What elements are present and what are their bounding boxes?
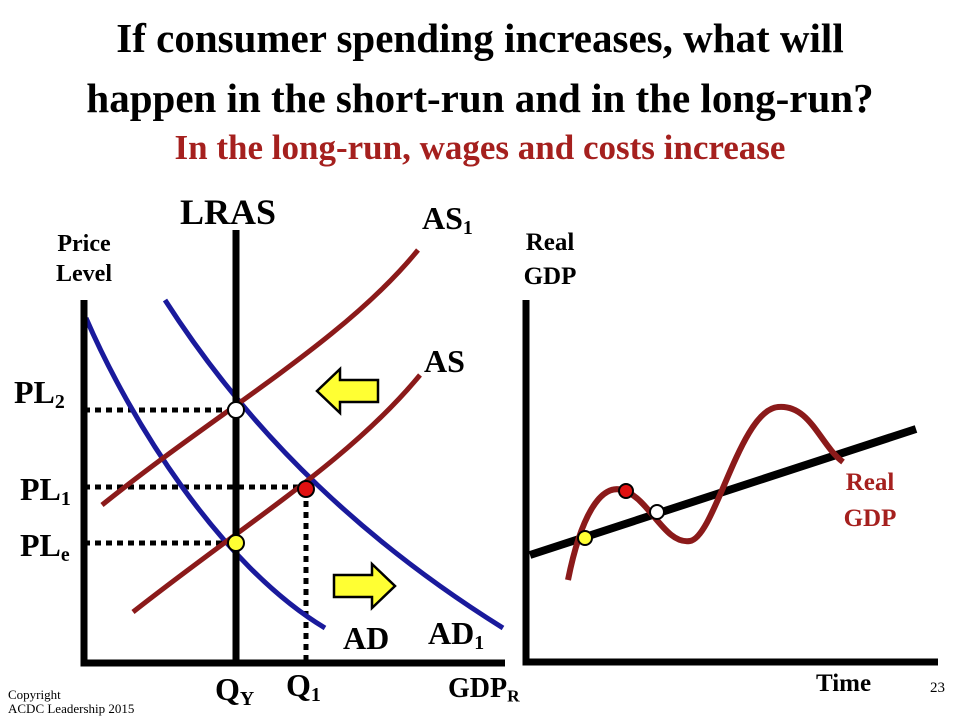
real-gdp-axis-label-line-2: GDP — [523, 263, 577, 290]
price-level-label-line-1: Price — [57, 231, 111, 257]
price-level-label: Price Level — [36, 229, 132, 289]
as1-curve — [100, 248, 420, 507]
qy-label-sub: Y — [239, 687, 255, 710]
q1-label: Q1 — [286, 667, 321, 707]
ad-label: AD — [343, 620, 390, 656]
pl2-label-sub: 2 — [54, 390, 65, 413]
ple-point-dot — [227, 534, 245, 552]
pl2-label-main: PL — [14, 374, 55, 410]
as-curve — [131, 373, 422, 614]
business-cycle-curve — [565, 403, 845, 581]
pl2-point-dot — [227, 401, 245, 419]
pl1-point-dot — [297, 480, 315, 498]
gdp-r-label: GDPR — [448, 673, 520, 706]
gdp-r-label-main: GDP — [448, 673, 508, 704]
title-line-1: If consumer spending increases, what wil… — [116, 15, 844, 61]
real-gdp-curve-label: Real GDP — [820, 465, 920, 537]
pl1-label-main: PL — [20, 471, 61, 507]
right-axes — [522, 300, 938, 666]
right-arrow — [332, 561, 397, 611]
left-arrow — [315, 366, 380, 416]
qy-label-main: Q — [215, 671, 240, 707]
copyright-line-1: Copyright — [8, 687, 61, 702]
as1-label-sub: 1 — [462, 216, 473, 239]
ad1-curve — [162, 298, 505, 631]
ad-curve — [83, 317, 327, 631]
real-gdp-curve-label-line-1: Real — [845, 469, 895, 496]
time-label: Time — [816, 670, 872, 697]
q1-label-sub: 1 — [310, 683, 321, 706]
subtitle: In the long-run, wages and costs increas… — [174, 128, 786, 167]
guide-lines — [84, 407, 309, 663]
ple-label-sub: e — [60, 543, 70, 566]
cycle-yellow-dot — [577, 530, 593, 546]
price-level-label-line-2: Level — [56, 261, 112, 287]
copyright-line-2: ACDC Leadership 2015 — [8, 701, 135, 716]
cycle-white-dot — [649, 504, 665, 520]
left-graph — [80, 230, 505, 667]
ad1-label-main: AD — [428, 615, 475, 651]
ad1-label: AD1 — [428, 615, 484, 655]
page-number: 23 — [930, 680, 945, 696]
real-gdp-axis-label: Real GDP — [500, 226, 600, 294]
qy-label: QY — [215, 671, 254, 711]
ple-label: PLe — [20, 527, 70, 567]
pl1-label-sub: 1 — [60, 487, 71, 510]
left-axes — [80, 300, 505, 667]
pl1-label: PL1 — [20, 471, 71, 511]
ad1-label-sub: 1 — [474, 631, 485, 654]
lras-label: LRAS — [180, 192, 277, 232]
q1-label-main: Q — [286, 667, 311, 703]
as1-label: AS1 — [422, 200, 473, 240]
copyright-note: Copyright ACDC Leadership 2015 — [8, 688, 134, 716]
as1-label-main: AS — [422, 200, 463, 236]
cycle-red-dot — [618, 483, 634, 499]
real-gdp-axis-label-line-1: Real — [525, 229, 575, 256]
title-line-2: happen in the short-run and in the long-… — [86, 75, 874, 121]
gdp-r-label-sub: R — [507, 686, 520, 706]
real-gdp-curve-label-line-2: GDP — [843, 505, 897, 532]
as-label: AS — [424, 343, 465, 379]
right-graph — [522, 300, 938, 666]
ple-label-main: PL — [20, 527, 61, 563]
pl2-label: PL2 — [14, 374, 65, 414]
